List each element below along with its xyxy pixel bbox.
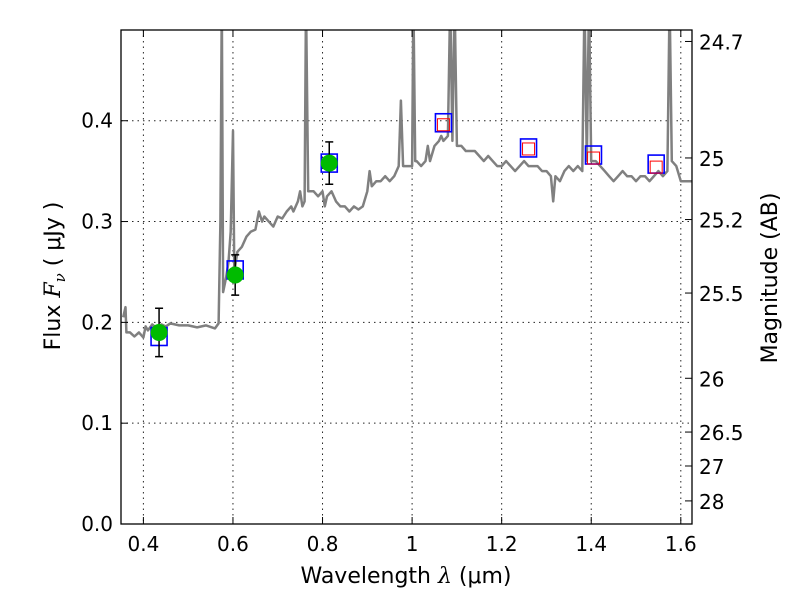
x-tick-label: 1: [406, 532, 419, 556]
x-tick-label: 0.8: [307, 532, 339, 556]
observed-photometry-point: [226, 266, 244, 284]
red-photometry-square: [522, 142, 536, 156]
y-tick-label: 0.2: [81, 310, 113, 334]
y-tick-label: 0.1: [81, 411, 113, 435]
y2-tick-label: 27: [699, 455, 724, 479]
plot-frame: [120, 29, 693, 525]
y2-tick-label: 24.7: [699, 30, 744, 54]
model-photometry-square: [434, 112, 453, 133]
y2-tick-label: 25: [699, 147, 724, 171]
x-tick-label: 0.4: [127, 532, 159, 556]
red-photometry-square: [586, 151, 600, 165]
y2-tick-label: 28: [699, 490, 724, 514]
y2-tick-label: 25.2: [699, 209, 744, 233]
spectrum-layer: [121, 30, 692, 339]
y2-tick-label: 26.5: [699, 421, 744, 445]
model-photometry-square: [519, 138, 538, 158]
red-photometry-square: [649, 160, 663, 174]
axes-layer: 0.4 0.6 0.8 1 1.2 1.4 1.6 0.0 0.1 0.2 0.3 0.4 24.7 25…: [81, 29, 744, 556]
y-tick-label: 0.4: [81, 109, 113, 133]
y-axis-title: Flux Fν ( μJy ): [41, 202, 69, 351]
x-tick-label: 1.2: [486, 532, 518, 556]
spectrum-line: [121, 30, 692, 339]
grid-lines: [121, 30, 692, 525]
x-axis-title: Wavelength λ (μm): [300, 564, 511, 589]
y2-tick-label: 26: [699, 367, 724, 391]
x-tick-label: 1.4: [575, 532, 607, 556]
red-photometry-square: [436, 118, 450, 132]
y2-tick-label: 25.5: [699, 282, 744, 306]
y-tick-label: 0.0: [81, 512, 113, 536]
x-tick-label: 1.6: [665, 532, 697, 556]
x-tick-label: 0.6: [217, 532, 249, 556]
y-tick-label: 0.3: [81, 210, 113, 234]
markers-layer: [150, 112, 665, 358]
observed-photometry-point: [150, 323, 168, 341]
observed-photometry-point: [320, 154, 338, 172]
y2-axis-title: Magnitude (AB): [758, 193, 783, 364]
